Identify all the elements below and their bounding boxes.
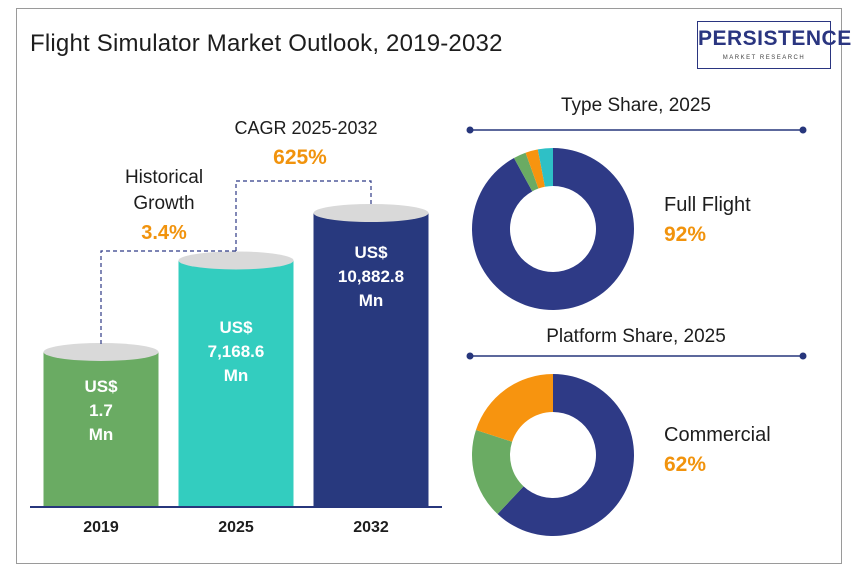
donut-2-slice-0 [497,374,635,536]
historical-growth-label-0: Historical [125,167,203,188]
donut-2-slice-2 [475,374,553,442]
donut-1-slice-0 [472,148,634,310]
brand-logo: PERSISTENCE MARKET RESEARCH [697,21,852,69]
donut-rule-dot-left-1 [466,126,474,134]
bar-value-label-2019-1: 1.7 [89,401,113,420]
donut-1-slice-3 [537,148,553,187]
bar-top-2025 [178,251,294,270]
donut-1-slice-2 [525,149,545,189]
cagr-connector [235,180,372,251]
bar-value-label-2019-2: Mn [89,425,114,444]
donut-title-2: Platform Share, 2025 [546,326,726,347]
donut-2-slice-1 [471,429,524,515]
donut-rule-dot-left-2 [466,352,474,360]
donut-1-slice-1 [513,152,539,192]
bar-top-2019 [43,342,159,361]
donut-rule-dot-right-2 [799,352,807,360]
bar-value-label-2025-1: 7,168.6 [208,342,265,361]
bar-value-label-2019-0: US$ [84,377,118,396]
bar-value-label-2025-2: Mn [224,366,249,385]
bar-value-label-2032-2: Mn [359,291,384,310]
donut-title-1: Type Share, 2025 [561,95,711,116]
bar-value-label-2025-0: US$ [219,318,253,337]
bar-2019 [43,351,159,507]
x-tick-2025: 2025 [218,519,254,536]
donut-highlight-label-2: Commercial [664,424,771,446]
donut-rule-dot-right-1 [799,126,807,134]
historical-growth-value: 3.4% [141,222,187,244]
cagr-value: 625% [273,146,327,169]
bar-2025 [178,260,294,507]
logo-wordmark: PERSISTENCE [698,27,852,50]
historical-growth-label-1: Growth [133,193,194,214]
cagr-label: CAGR 2025-2032 [234,118,377,138]
donut-highlight-value-2: 62% [664,453,706,476]
bar-2032 [313,213,429,507]
logo-tagline: MARKET RESEARCH [722,55,806,61]
x-tick-2032: 2032 [353,519,389,536]
bar-top-2032 [313,204,429,222]
bar-value-label-2032-1: 10,882.8 [338,267,404,286]
x-tick-2019: 2019 [83,519,119,536]
donut-highlight-label-1: Full Flight [664,194,751,216]
bar-value-label-2032-0: US$ [354,243,388,262]
donut-highlight-value-1: 92% [664,223,706,246]
page-title: Flight Simulator Market Outlook, 2019-20… [30,30,503,57]
